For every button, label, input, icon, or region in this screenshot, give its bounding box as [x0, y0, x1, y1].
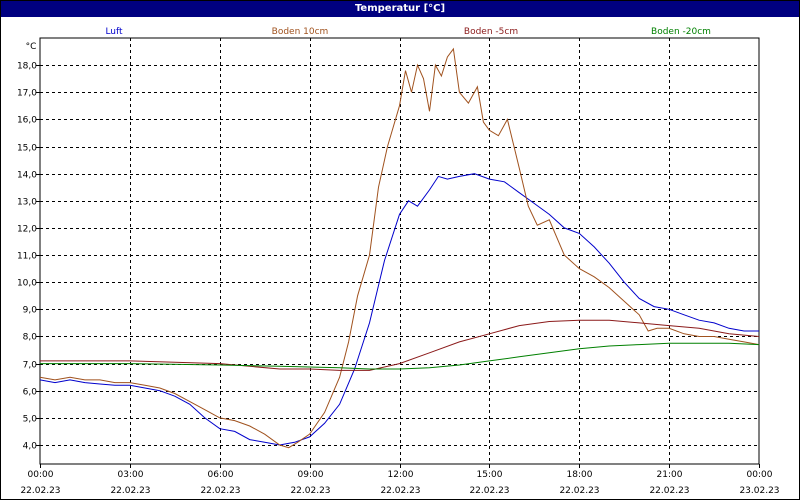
x-tick-label-time: 06:00 [208, 470, 234, 480]
series [39, 47, 760, 449]
y-tick-label: 7,0 [23, 361, 38, 371]
x-tick-label-date: 23.02.23 [739, 486, 779, 496]
x-tick-label-date: 22.02.23 [649, 486, 689, 496]
x-tick-label-time: 12:00 [388, 470, 414, 480]
series-line-4 [40, 342, 760, 370]
y-tick-label: 11,0 [17, 252, 37, 262]
axes: 4,0 5,0 6,0 7,0 8,0 9,0 10,0 11,0 12,0 13,0 14,0 15… [17, 37, 780, 496]
series-line-1 [39, 173, 759, 446]
x-tick-label-date: 22.02.23 [380, 486, 420, 496]
legend-entry-4: Boden -20cm [651, 27, 711, 37]
y-tick-label: 14,0 [17, 171, 37, 181]
chart-title: Temperatur [°C] [1, 1, 799, 17]
plot-frame [39, 37, 760, 465]
y-tick-label: 5,0 [23, 415, 38, 425]
x-tick-label-time: 00:00 [28, 470, 54, 480]
x-tick-label-time: 00:00 [747, 470, 773, 480]
x-tick-label-time: 18:00 [567, 470, 593, 480]
x-tick-label-time: 21:00 [657, 470, 683, 480]
y-tick-label: 9,0 [23, 306, 38, 316]
y-tick-label: 4,0 [23, 442, 38, 452]
y-tick-label: 16,0 [17, 116, 37, 126]
series-line-2 [39, 47, 760, 449]
x-tick-label-date: 22.02.23 [559, 486, 599, 496]
legend-entry-1: Luft [105, 27, 123, 37]
y-tick-label: 10,0 [17, 279, 37, 289]
x-tick-label-date: 22.02.23 [469, 486, 509, 496]
y-tick-label: 18,0 [17, 62, 37, 72]
y-tick-label: 8,0 [23, 333, 38, 343]
x-tick-label-date: 22.02.23 [290, 486, 330, 496]
y-tick-label: 15,0 [17, 144, 37, 154]
x-tick-label-date: 22.02.23 [110, 486, 150, 496]
x-tick-label-time: 09:00 [298, 470, 324, 480]
series-line-3 [40, 319, 760, 371]
legend-entry-2: Boden 10cm [272, 27, 329, 37]
y-tick-label: 12,0 [17, 225, 37, 235]
x-tick-label-time: 03:00 [118, 470, 144, 480]
y-tick-label: 17,0 [17, 89, 37, 99]
legend: Luft Boden 10cm Boden -5cm Boden -20cm [105, 27, 711, 37]
x-tick-label-time: 15:00 [477, 470, 503, 480]
grid [40, 38, 759, 464]
x-tick-label-date: 22.02.23 [20, 486, 60, 496]
y-tick-label: 13,0 [17, 198, 37, 208]
x-tick-label-date: 22.02.23 [200, 486, 240, 496]
legend-entry-3: Boden -5cm [464, 27, 518, 37]
y-tick-label: 6,0 [23, 388, 38, 398]
y-axis-label: °C [26, 42, 37, 52]
